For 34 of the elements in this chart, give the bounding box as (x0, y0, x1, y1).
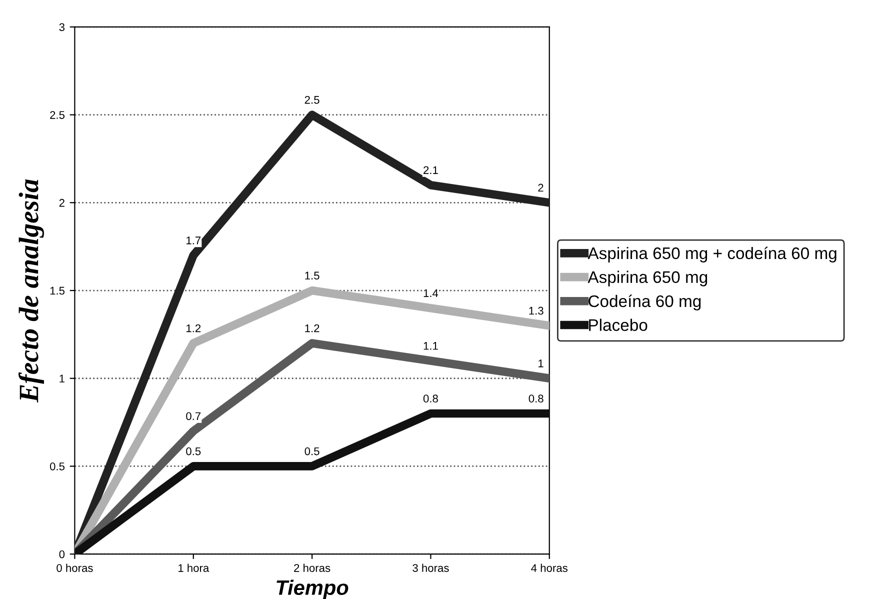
x-tick-label: 4 horas (531, 564, 568, 572)
legend-label: Aspirina 650 mg (588, 270, 708, 286)
legend-label: Aspirina 650 mg + codeína 60 mg (588, 246, 836, 262)
x-tick-label: 1 hora (178, 564, 210, 572)
x-axis-title: Tiempo (276, 580, 348, 599)
data-label: 0.8 (528, 394, 544, 403)
x-tick-label: 3 horas (412, 564, 449, 572)
legend-label: Placebo (589, 318, 648, 331)
x-tick-label: 0 horas (56, 564, 93, 572)
data-label: 1.7 (186, 236, 201, 244)
data-label: 1 (538, 360, 544, 368)
data-label: 0.7 (186, 412, 201, 420)
y-tick-label: 1 (60, 374, 64, 382)
y-tick-label: 0 (59, 550, 65, 558)
y-tick-label: 1.5 (50, 286, 65, 295)
data-label: 0.5 (186, 447, 201, 456)
data-label: 1.2 (305, 324, 320, 332)
y-axis-title: Efecto de analgesia (18, 179, 44, 403)
data-label: 1.1 (424, 342, 438, 350)
data-label: 1.4 (424, 289, 438, 297)
y-tick-label: 3 (59, 23, 65, 32)
data-label: 0.5 (304, 447, 320, 456)
y-tick-label: 2 (59, 198, 64, 207)
y-tick-label: 2.5 (50, 111, 65, 119)
x-tick-label: 2 horas (294, 564, 330, 572)
data-label: 2.5 (304, 96, 320, 104)
y-tick-label: 0.5 (50, 462, 65, 470)
data-label: 1.3 (529, 306, 544, 315)
data-label: 1.2 (186, 324, 201, 332)
legend-label: Codeína 60 mg (588, 294, 701, 310)
data-label: 2.1 (424, 166, 438, 174)
data-label: 0.8 (423, 394, 438, 403)
data-label: 2 (538, 184, 544, 192)
data-label: 1.5 (305, 272, 320, 280)
